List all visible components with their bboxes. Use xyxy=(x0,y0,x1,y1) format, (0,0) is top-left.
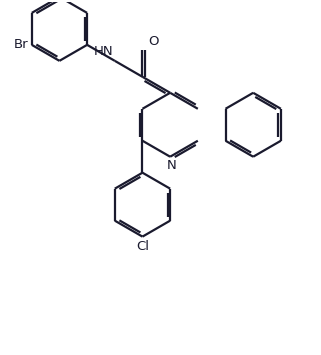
Text: HN: HN xyxy=(93,45,113,58)
Text: O: O xyxy=(148,35,159,48)
Text: N: N xyxy=(167,159,177,172)
Text: Cl: Cl xyxy=(136,240,149,253)
Text: Br: Br xyxy=(13,38,28,51)
